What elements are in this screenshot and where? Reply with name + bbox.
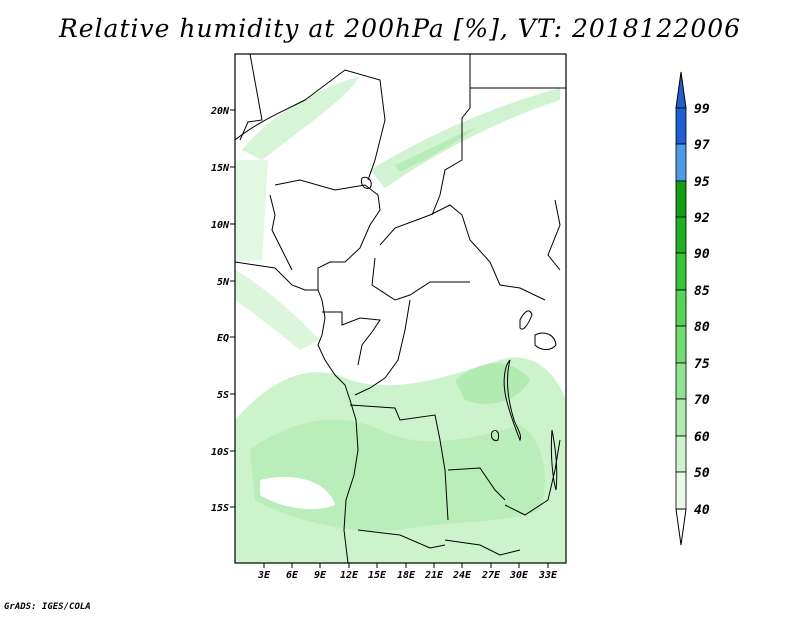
colorbar-swatch-75 [675, 362, 687, 400]
lon-label: 6E [286, 570, 299, 581]
colorbar-label: 70 [694, 393, 710, 408]
colorbar-swatch-99 [675, 107, 687, 145]
colorbar-label: 97 [694, 138, 710, 153]
humidity-band-north [242, 76, 360, 160]
country-borders [235, 54, 566, 563]
border-6 [269, 194, 293, 271]
coastline [235, 261, 359, 563]
border-11 [322, 311, 381, 366]
map-frame [234, 53, 567, 564]
border-13 [349, 404, 449, 521]
lat-label: 10S [211, 447, 229, 458]
border-9 [371, 257, 470, 301]
colorbar-swatch-85 [675, 289, 687, 327]
lon-label: 21E [424, 570, 444, 581]
colorbar-swatch-95 [675, 180, 687, 218]
colorbar-label: 99 [694, 102, 710, 117]
border-8 [379, 204, 546, 301]
lat-label: 15S [211, 503, 229, 514]
humidity-field-east [455, 363, 530, 404]
lake-chad [361, 176, 372, 189]
colorbar-label: 80 [694, 320, 710, 335]
colorbar-swatch-50 [675, 471, 687, 510]
border-15 [357, 529, 446, 549]
border-2 [235, 69, 386, 181]
longitude-axis: 3E 6E 9E 12E 15E 18E 21E 24E 27E 30E 33E [257, 563, 558, 581]
lon-label: 9E [314, 570, 327, 581]
colorbar-label: 90 [694, 247, 710, 262]
colorbar-swatch-60 [675, 435, 687, 473]
colorbar-label: 95 [694, 175, 710, 190]
lon-label: 30E [509, 570, 529, 581]
lat-label: 15N [211, 163, 230, 174]
colorbar-label: 85 [694, 284, 710, 299]
humidity-band-west [235, 160, 268, 262]
colorbar-swatch-90 [675, 252, 687, 291]
border-7 [317, 224, 371, 290]
lon-label: 18E [397, 570, 416, 581]
lat-label: 20N [210, 106, 230, 117]
colorbar-bottom-arrow [675, 508, 687, 546]
border-1 [239, 54, 263, 141]
border-10 [547, 199, 561, 271]
lat-label: 10N [211, 220, 230, 231]
border-3 [431, 54, 471, 216]
lon-label: 12E [340, 570, 359, 581]
colorbar-label: 92 [694, 211, 710, 226]
border-12 [354, 299, 411, 396]
lon-label: 27E [481, 570, 501, 581]
humidity-gap-south [260, 476, 335, 510]
latitude-axis: 20N 15N 10N 5N EQ 5S 10S 15S [210, 106, 235, 514]
lon-label: 24E [452, 570, 472, 581]
lat-label: 5N [217, 277, 230, 288]
colorbar-top-arrow [675, 71, 687, 109]
border-14 [447, 467, 506, 501]
map-title: Relative humidity at 200hPa [%], VT: 201… [58, 14, 742, 43]
colorbar-swatch-92 [675, 216, 687, 254]
lake-malawi [550, 429, 558, 491]
humidity-band-sahel-core [395, 128, 475, 172]
colorbar-label: 50 [694, 466, 710, 481]
lon-label: 3E [257, 570, 271, 581]
humidity-band-sahel [370, 88, 560, 188]
colorbar-label: 60 [694, 430, 710, 445]
colorbar-label: 40 [694, 503, 710, 518]
colorbar-swatch-97 [675, 143, 687, 182]
colorbar-swatch-80 [675, 325, 687, 364]
humidity-band-coast [235, 270, 320, 350]
credit-text: GrADS: IGES/COLA [4, 602, 91, 612]
colorbar-label: 75 [694, 357, 710, 372]
lon-label: 15E [368, 570, 387, 581]
lake-albert [519, 310, 533, 330]
colorbar: 99 97 95 92 90 85 80 75 70 60 50 40 [675, 71, 710, 546]
colorbar-swatch-70 [675, 398, 687, 437]
lat-label: EQ [217, 333, 229, 344]
humidity-field [235, 76, 566, 563]
lake-victoria [534, 332, 557, 350]
lat-label: 5S [217, 390, 229, 401]
lake-mweru [491, 429, 499, 441]
lon-label: 33E [538, 570, 558, 581]
border-16 [444, 539, 521, 556]
lake-tanganyika [503, 359, 521, 442]
border-5 [274, 179, 381, 226]
